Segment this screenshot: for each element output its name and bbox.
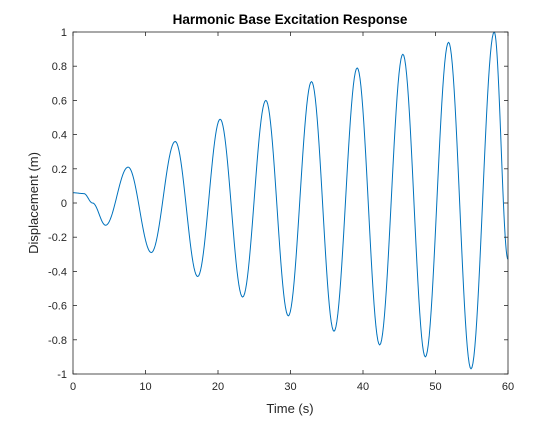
x-tick-label: 10 (139, 381, 151, 393)
y-tick-label: 0.6 (52, 95, 67, 107)
y-ticks: -1 -0.8 -0.6 -0.4 -0.2 0 0.2 0.4 0.6 0.8 1 (48, 27, 508, 381)
x-tick-label: 20 (212, 381, 224, 393)
plot-background (73, 32, 508, 374)
x-tick-label: 30 (284, 381, 296, 393)
y-axis-label: Displacement (m) (26, 152, 41, 254)
x-tick-label: 50 (429, 381, 441, 393)
y-tick-label: -0.2 (48, 232, 67, 244)
x-tick-label: 60 (502, 381, 514, 393)
y-tick-label: -0.4 (48, 266, 67, 278)
series-line (72, 31, 509, 370)
y-tick-label: 0 (61, 198, 67, 210)
line-layer (72, 31, 509, 370)
x-axis-label: Time (s) (266, 401, 313, 416)
y-tick-label: 1 (61, 27, 67, 39)
y-tick-label: -1 (57, 369, 67, 381)
x-ticks: 0 10 20 30 40 50 60 (70, 32, 514, 393)
chart-title: Harmonic Base Excitation Response (173, 12, 408, 27)
y-tick-label: -0.8 (48, 335, 67, 347)
x-tick-label: 40 (357, 381, 369, 393)
y-tick-label: -0.6 (48, 301, 67, 313)
y-tick-label: 0.4 (52, 130, 67, 142)
x-tick-label: 0 (70, 381, 76, 393)
y-tick-label: 0.2 (52, 164, 67, 176)
y-tick-label: 0.8 (52, 61, 67, 73)
